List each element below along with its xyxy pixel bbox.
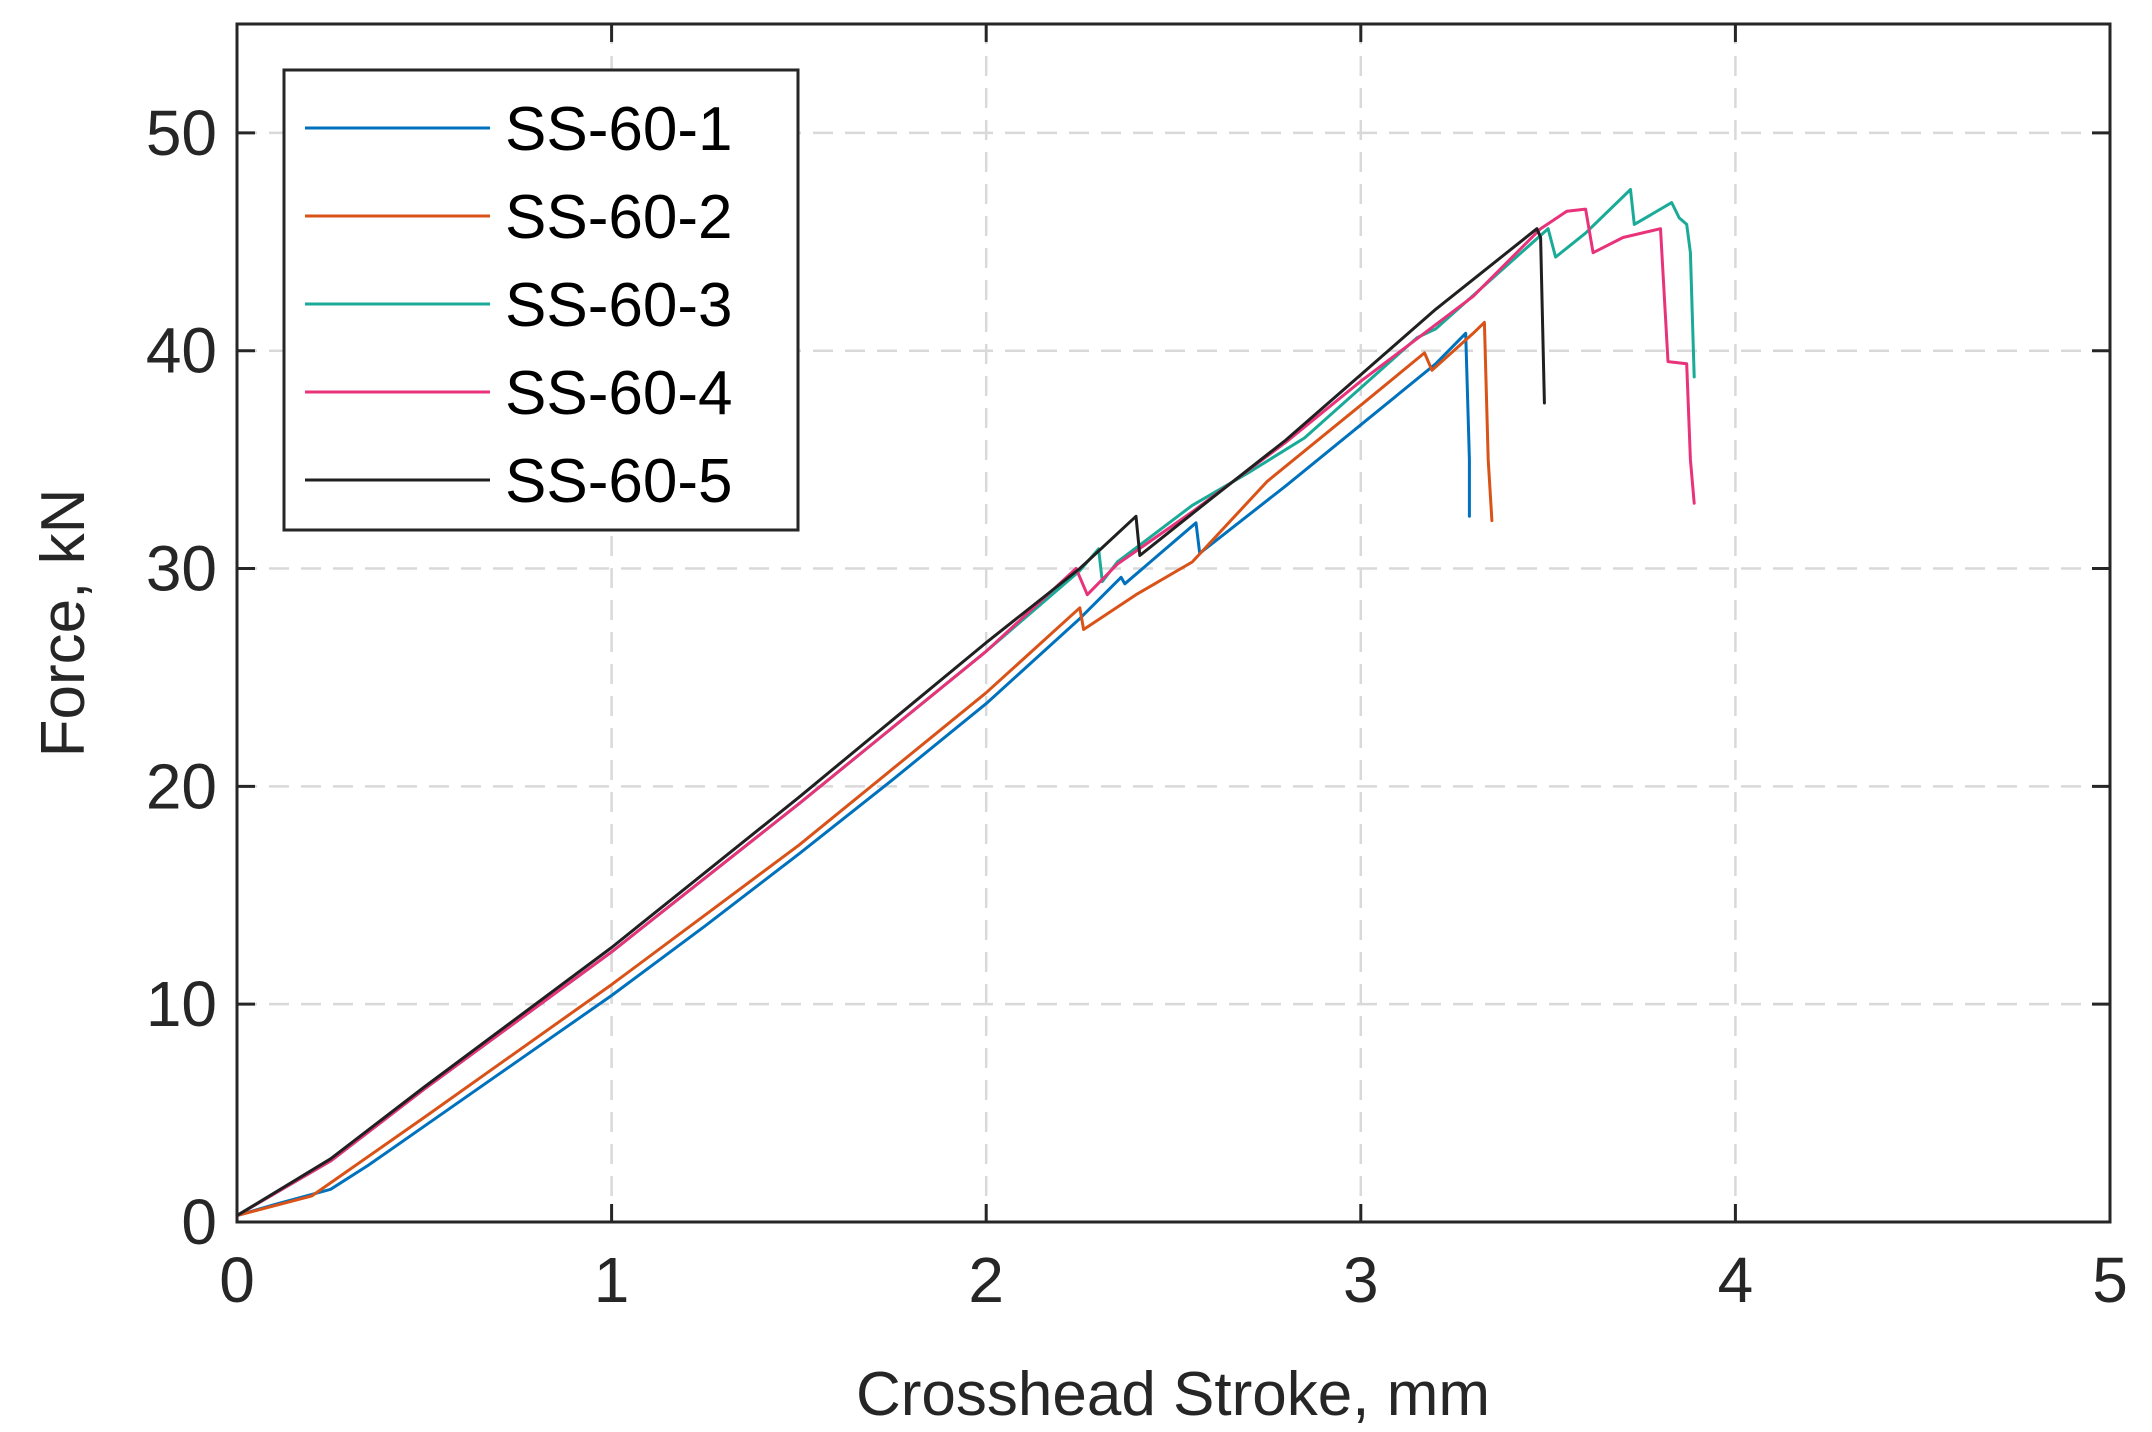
legend-label: SS-60-4 [505, 359, 732, 428]
legend-label: SS-60-5 [505, 447, 732, 516]
series-line-ss-60-5 [235, 227, 1546, 1217]
legend-box [282, 68, 800, 532]
legend-label: SS-60-2 [505, 183, 732, 252]
series-line-ss-60-2 [235, 320, 1494, 1217]
series-line-ss-60-1 [235, 331, 1471, 1217]
x-axis-title: Crosshead Stroke, mm [856, 1360, 1490, 1429]
x-tick-label: 3 [1343, 1244, 1379, 1316]
y-tick-label: 30 [146, 533, 217, 605]
x-tick-label: 0 [219, 1244, 255, 1316]
legend-label: SS-60-3 [505, 271, 732, 340]
y-tick-label: 40 [146, 315, 217, 387]
axes-frame [235, 22, 2112, 1224]
series-line-ss-60-4 [235, 207, 1696, 1217]
x-tick-label: 1 [594, 1244, 630, 1316]
legend-label: SS-60-1 [505, 95, 732, 164]
x-tick-label: 2 [968, 1244, 1004, 1316]
legend: SS-60-1 SS-60-2 SS-60-3 SS-60-4 SS-60-5 [282, 68, 800, 532]
x-tick-label: 4 [1718, 1244, 1754, 1316]
y-tick-label: 10 [146, 968, 217, 1040]
y-tick-label: 20 [146, 750, 217, 822]
y-axis-title: Force, kN [29, 489, 98, 758]
x-tick-label: 5 [2092, 1244, 2128, 1316]
series-group [235, 188, 1696, 1217]
y-tick-label: 0 [181, 1186, 217, 1258]
y-tick-label: 50 [146, 97, 217, 169]
